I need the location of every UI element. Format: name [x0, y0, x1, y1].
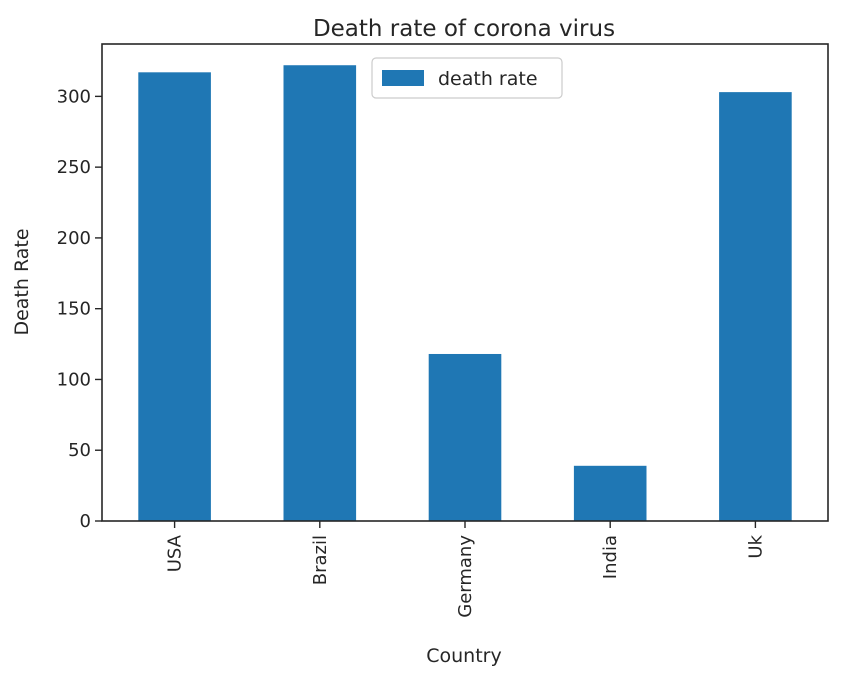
y-tick-label: 100 — [57, 369, 91, 390]
bar-germany — [428, 353, 502, 521]
y-tick-label: 200 — [57, 228, 91, 249]
x-tick-label: Uk — [745, 534, 766, 558]
legend-swatch — [382, 70, 424, 86]
y-axis-label: Death Rate — [11, 228, 33, 335]
y-tick-label: 50 — [68, 440, 91, 461]
bars-group — [138, 65, 792, 522]
bar-india — [573, 465, 647, 521]
y-tick-label: 250 — [57, 157, 91, 178]
bar-brazil — [283, 65, 357, 522]
x-axis: USA Brazil Germany India Uk — [165, 521, 766, 618]
x-tick-label: Brazil — [310, 535, 331, 585]
y-tick-label: 150 — [57, 299, 91, 320]
chart-title: Death rate of corona virus — [313, 16, 615, 42]
x-axis-label: Country — [426, 645, 501, 667]
bar-uk — [719, 92, 792, 521]
x-tick-label: India — [600, 535, 621, 579]
legend-label: death rate — [438, 68, 538, 90]
y-tick-label: 0 — [80, 511, 91, 532]
legend: death rate — [371, 57, 563, 99]
bar-usa — [138, 72, 211, 522]
y-axis: 0 50 100 150 200 250 300 — [57, 86, 102, 532]
x-tick-label: USA — [165, 534, 186, 572]
y-tick-label: 300 — [57, 86, 91, 107]
legend-box — [371, 57, 563, 99]
x-tick-label: Germany — [455, 535, 476, 618]
